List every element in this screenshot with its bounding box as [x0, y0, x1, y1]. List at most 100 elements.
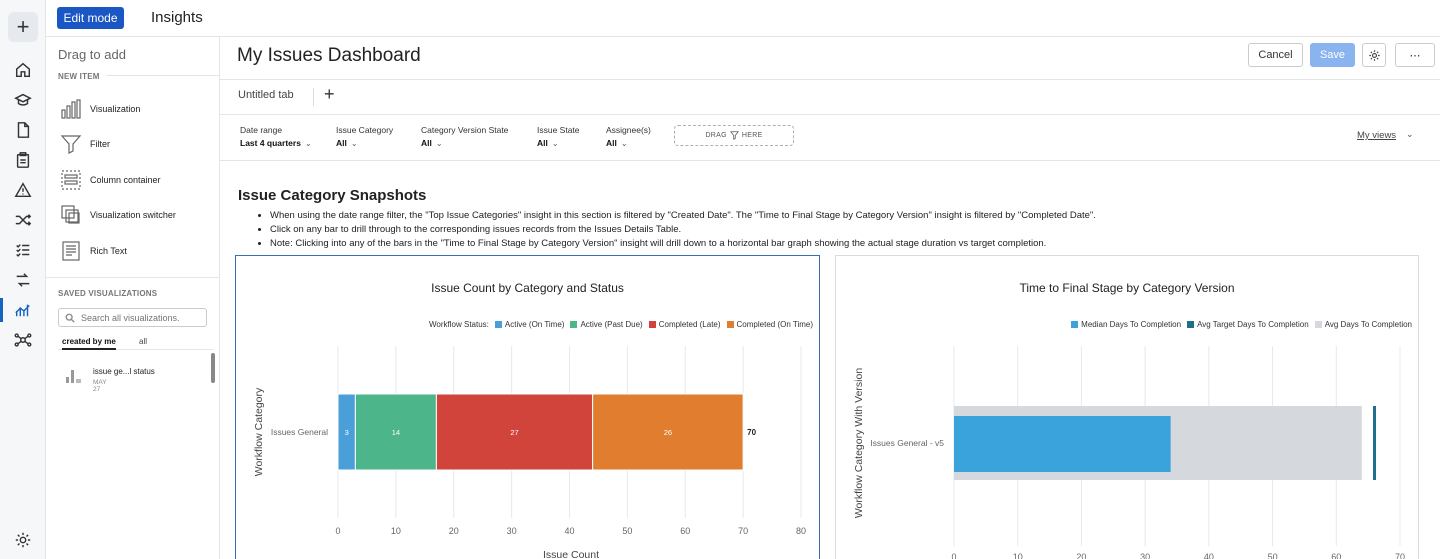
checklist-icon[interactable]	[11, 238, 35, 262]
chevron-down-icon: ⌄	[620, 139, 628, 148]
legend-label[interactable]: Median Days To Completion	[1081, 320, 1182, 329]
filter-assignees[interactable]: Assignee(s) All ⌄	[606, 125, 651, 148]
shuffle-icon[interactable]	[11, 208, 35, 232]
chart-card-time-to-final-stage[interactable]: Time to Final Stage by Category Version …	[835, 255, 1419, 559]
legend-swatch	[726, 321, 734, 328]
legend-label[interactable]: Avg Days To Completion	[1324, 320, 1412, 329]
column-container-icon	[61, 170, 81, 190]
edit-mode-button[interactable]: Edit mode	[57, 7, 124, 29]
tab-untitled[interactable]: Untitled tab	[238, 89, 294, 101]
workflow-icon[interactable]	[11, 268, 35, 292]
y-tick-label: Issues General	[271, 427, 328, 437]
filter-issue-category[interactable]: Issue Category All ⌄	[336, 125, 393, 148]
filter-issue-state[interactable]: Issue State All ⌄	[537, 125, 580, 148]
x-tick-label: 30	[1140, 552, 1150, 559]
chart-legend: Median Days To Completion Avg Target Days…	[1065, 320, 1412, 329]
total-label: 70	[747, 428, 756, 437]
more-options-button[interactable]: ⋯	[1395, 43, 1435, 67]
saved-tabs: created by me all	[58, 336, 213, 350]
chart-plot-time-to-final-stage[interactable]: 0 10 20 30 40 50 60 70 Issues General - v5 Workfl…	[836, 256, 1418, 559]
note-item: Note: Clicking into any of the bars in t…	[270, 237, 1438, 251]
legend-title: Workflow Status:	[429, 320, 489, 329]
bar-chart-icon	[61, 99, 81, 119]
filter-value: All	[421, 138, 432, 148]
new-item-label: NEW ITEM	[58, 72, 100, 81]
add-tab-button[interactable]: +	[324, 84, 335, 104]
chart-title: Time to Final Stage by Category Version	[1019, 281, 1235, 295]
item-column-container[interactable]: Column container	[60, 168, 161, 192]
item-visualization-switcher[interactable]: Visualization switcher	[60, 203, 176, 227]
x-tick-label: 60	[680, 526, 690, 536]
chevron-down-icon[interactable]: ⌄	[1406, 129, 1414, 139]
item-label: Rich Text	[90, 246, 127, 256]
alert-icon[interactable]	[11, 178, 35, 202]
legend-label[interactable]: Avg Target Days To Completion	[1197, 320, 1309, 329]
legend-label[interactable]: Completed (Late)	[658, 320, 721, 329]
saved-visualizations-label: SAVED VISUALIZATIONS	[58, 289, 158, 298]
tab-created-by-me[interactable]: created by me	[62, 337, 116, 350]
tab-all[interactable]: all	[139, 337, 148, 346]
item-filter[interactable]: Filter	[60, 132, 110, 156]
filter-label: Category Version State	[421, 125, 509, 135]
learn-icon[interactable]	[11, 88, 35, 112]
note-item: Click on any bar to drill through to the…	[270, 223, 1438, 237]
insights-chart-icon[interactable]	[11, 298, 35, 322]
page-title: My Issues Dashboard	[237, 45, 421, 66]
gear-icon	[1368, 49, 1380, 61]
panel-header: Drag to add	[58, 47, 126, 62]
legend-swatch	[648, 321, 656, 328]
bar-segment	[354, 393, 437, 471]
create-button[interactable]: +	[8, 12, 38, 42]
data-label: 3	[345, 428, 349, 437]
left-rail: +	[0, 0, 46, 559]
drop-zone-label-left: DRAG	[705, 132, 727, 139]
dashboard-settings-button[interactable]	[1362, 43, 1386, 67]
y-tick-label: Issues General - v5	[870, 438, 944, 448]
item-rich-text[interactable]: Rich Text	[60, 239, 127, 263]
divider	[106, 75, 219, 76]
x-tick-label: 70	[1395, 552, 1405, 559]
legend-swatch	[1071, 321, 1079, 328]
filter-value: All	[537, 138, 548, 148]
network-icon[interactable]	[11, 328, 35, 352]
x-tick-label: 60	[1331, 552, 1341, 559]
search-visualizations[interactable]	[58, 308, 207, 327]
chart-plot-issue-count[interactable]: 0 10 20 30 40 50 60 70 80 3 14 27 26 70 Issues General…	[236, 256, 819, 559]
x-axis-label: Issue Count	[543, 549, 599, 559]
legend-label[interactable]: Active (On Time)	[504, 320, 565, 329]
section-title: Issue Category Snapshots	[238, 187, 427, 204]
data-label: 14	[392, 428, 400, 437]
chevron-down-icon: ⌄	[435, 139, 443, 148]
filter-label: Issue State	[537, 125, 580, 135]
legend-label[interactable]: Active (Past Due)	[580, 320, 643, 329]
item-label: Visualization switcher	[90, 210, 176, 220]
section-notes: When using the date range filter, the "T…	[258, 209, 1438, 251]
home-icon[interactable]	[11, 58, 35, 82]
chart-card-issue-count[interactable]: Issue Count by Category and Status Workf…	[235, 255, 820, 559]
filter-icon	[60, 135, 82, 154]
document-icon[interactable]	[11, 118, 35, 142]
rich-text-icon	[62, 241, 80, 261]
item-visualization[interactable]: Visualization	[60, 97, 140, 121]
filter-value: Last 4 quarters	[240, 138, 301, 148]
app-title: Insights	[151, 9, 203, 26]
saved-item[interactable]: issue ge...l status MAY 27	[64, 365, 155, 393]
clipboard-icon[interactable]	[11, 148, 35, 172]
x-tick-label: 30	[507, 526, 517, 536]
x-tick-label: 10	[391, 526, 401, 536]
drop-zone-label-right: HERE	[741, 132, 763, 139]
x-tick-label: 20	[449, 526, 459, 536]
legend-label[interactable]: Completed (On Time)	[736, 320, 813, 329]
filter-date-range[interactable]: Date range Last 4 quarters ⌄	[240, 125, 312, 148]
save-button[interactable]: Save	[1310, 43, 1355, 67]
x-tick-label: 40	[1204, 552, 1214, 559]
panel-scrollbar[interactable]	[211, 353, 215, 383]
cancel-button[interactable]: Cancel	[1248, 43, 1303, 67]
search-input[interactable]	[81, 312, 201, 323]
my-views-link[interactable]: My views	[1357, 130, 1397, 141]
settings-gear-icon[interactable]	[11, 528, 35, 552]
filter-category-version-state[interactable]: Category Version State All ⌄	[421, 125, 508, 148]
legend-swatch	[1314, 321, 1322, 328]
legend-swatch	[570, 321, 578, 328]
filter-drop-zone[interactable]: DRAG HERE	[674, 125, 794, 146]
